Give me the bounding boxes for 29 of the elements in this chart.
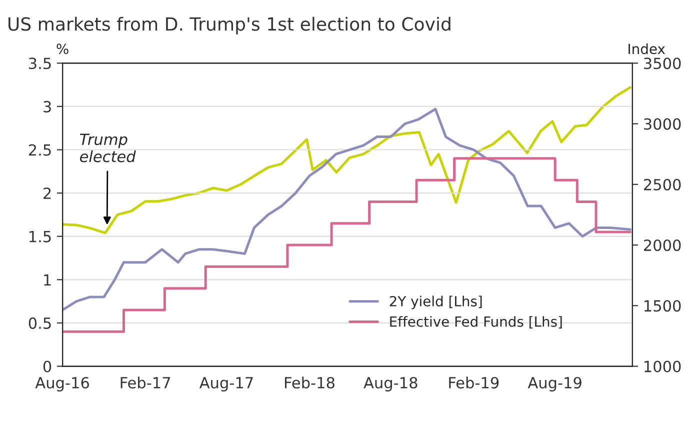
x-tick-label: Aug-17 — [199, 377, 253, 392]
x-tick-label: Feb-18 — [284, 376, 334, 389]
line-series — [62, 108, 632, 312]
line-series — [62, 86, 632, 234]
y2-tick-label: 3000 — [644, 118, 681, 130]
y-tick-label: 3.5 — [29, 58, 51, 70]
y2-axis-title: Index — [628, 43, 666, 54]
x-tick-label: Aug-18 — [364, 376, 418, 392]
y-tick-label: 1 — [44, 274, 51, 286]
y-tick-label: 3 — [44, 100, 51, 112]
y-axis-title: % — [56, 44, 68, 54]
chart-title: US markets from D. Trump's 1st election to Covid — [8, 16, 450, 34]
y-tick-label: 2 — [44, 188, 51, 199]
y2-tick-label: 2000 — [644, 239, 681, 252]
legend-label: Effective Fed Funds [Lhs] — [390, 316, 562, 328]
legend-label: 2Y yield [Lhs] — [390, 296, 482, 310]
y2-tick-label: 3500 — [644, 58, 681, 70]
y2-tick-label: 1500 — [644, 300, 681, 312]
x-tick-label: Aug-16 — [35, 376, 89, 392]
x-tick-label: Aug-19 — [528, 376, 582, 392]
y2-tick-label: 2500 — [644, 178, 681, 190]
annotation: Trump elected — [80, 134, 136, 162]
y-tick-label: 0 — [43, 360, 52, 372]
y2-tick-label: 1000 — [644, 360, 681, 372]
y-tick-label: 1.5 — [30, 231, 51, 242]
x-tick-label: Feb-19 — [449, 376, 499, 389]
x-tick-label: Feb-17 — [120, 376, 170, 389]
y-tick-label: 2.5 — [28, 144, 51, 156]
y-tick-label: 0.5 — [28, 317, 51, 329]
